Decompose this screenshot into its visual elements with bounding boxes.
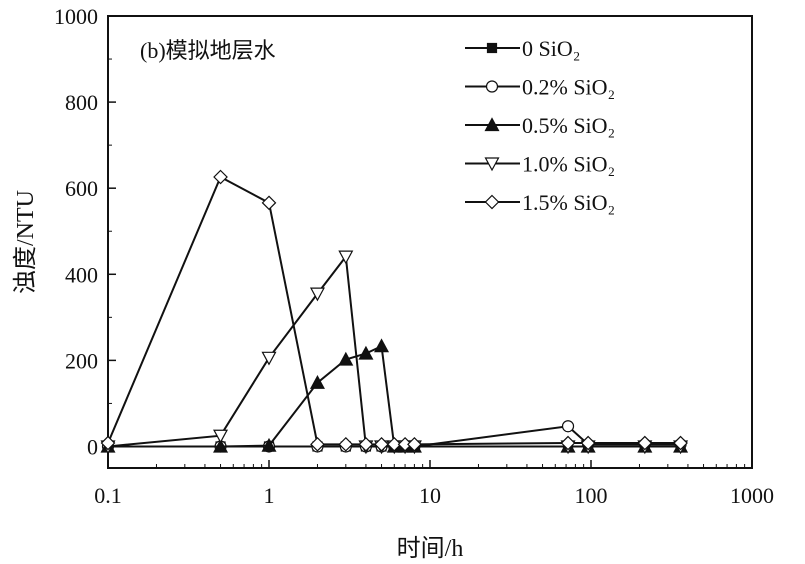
data-point	[309, 287, 325, 302]
y-tick-label: 200	[65, 348, 98, 373]
data-point	[580, 435, 596, 451]
data-point	[309, 375, 325, 389]
x-tick-label: 1000	[730, 483, 774, 508]
legend: 0 SiO₂ 0.2% SiO₂ 0.5% SiO₂ 1.0% SiO₂ 1.5% Si…	[465, 36, 615, 215]
series-line	[108, 344, 681, 448]
y-tick-label: 400	[65, 262, 98, 287]
data-point	[338, 351, 354, 366]
legend-label: 0.2% SiO₂	[522, 75, 615, 100]
x-tick-label: 10	[419, 483, 441, 508]
data-point	[213, 429, 229, 444]
data-point	[673, 435, 688, 451]
x-tick-label: 0.1	[94, 483, 122, 508]
y-tick-label: 600	[65, 176, 98, 201]
data-point	[310, 436, 325, 452]
data-point	[213, 169, 228, 185]
data-point	[100, 435, 116, 451]
data-point	[561, 420, 575, 433]
panel-annotation: (b)模拟地层水	[140, 38, 276, 63]
legend-label: 0 SiO₂	[522, 36, 580, 61]
series-2	[100, 338, 689, 453]
y-tick-label: 1000	[54, 4, 98, 29]
data-point	[386, 436, 402, 452]
legend-entry: 0 SiO₂	[465, 36, 580, 61]
y-tick-label: 800	[65, 90, 98, 115]
legend-marker	[486, 42, 498, 54]
series-group	[100, 169, 689, 455]
data-point	[407, 436, 422, 452]
data-point	[338, 250, 354, 265]
legend-marker	[485, 80, 499, 93]
data-point	[358, 345, 374, 360]
axes: 0.1 1 10 100 1000 0 200 400 600 800 1000	[54, 4, 774, 508]
data-point	[261, 195, 277, 211]
data-point	[338, 436, 354, 452]
y-tick-label: 0	[87, 434, 98, 459]
x-tick-label: 1	[264, 483, 275, 508]
series-line	[107, 175, 681, 446]
series-3	[100, 250, 689, 455]
legend-label: 0.5% SiO₂	[522, 113, 615, 138]
series-4	[100, 169, 688, 452]
data-point	[261, 437, 277, 452]
data-point	[261, 351, 277, 366]
legend-label: 1.0% SiO₂	[522, 152, 615, 177]
series-line	[107, 254, 681, 448]
data-point	[560, 435, 576, 451]
legend-marker	[484, 194, 500, 210]
y-axis-label: 浊度/NTU	[12, 190, 39, 294]
data-point	[374, 338, 390, 353]
x-tick-label: 100	[575, 483, 608, 508]
legend-marker	[484, 157, 500, 172]
data-point	[358, 436, 374, 452]
plot-frame	[107, 15, 753, 469]
legend-label: 1.5% SiO₂	[522, 190, 615, 215]
legend-entry: 0.2% SiO₂	[465, 75, 615, 100]
legend-marker	[484, 117, 500, 132]
legend-entry: 1.0% SiO₂	[465, 152, 615, 177]
legend-entry: 0.5% SiO₂	[465, 113, 615, 138]
data-point	[374, 436, 389, 452]
data-point	[637, 435, 653, 451]
data-point	[213, 438, 229, 453]
x-axis-label: 时间/h	[397, 535, 464, 562]
legend-entry: 1.5% SiO₂	[465, 190, 615, 215]
